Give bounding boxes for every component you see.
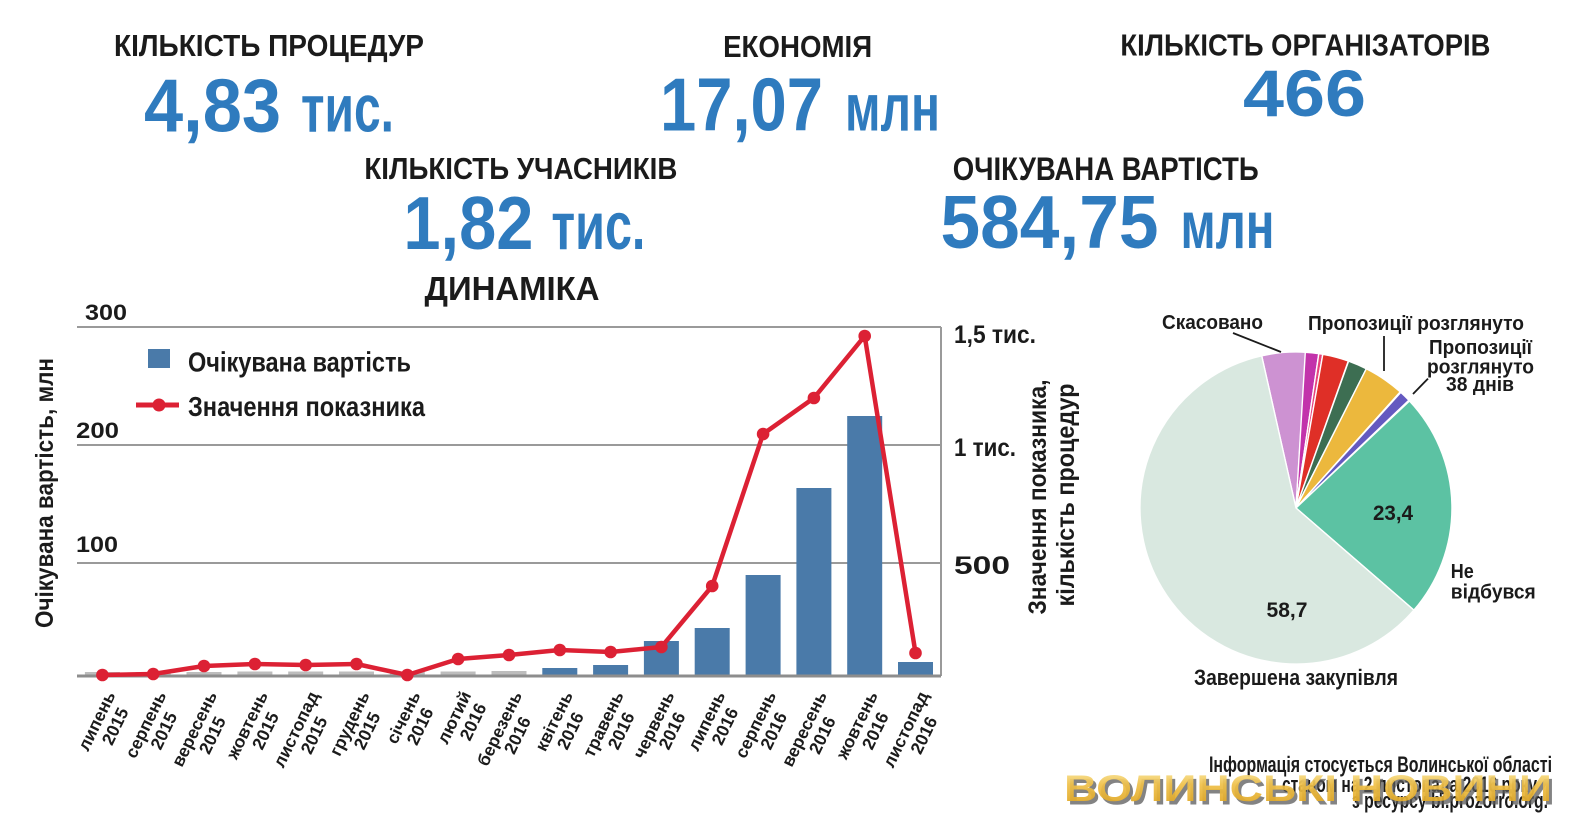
svg-text:584,75: 584,75: [941, 180, 1159, 264]
svg-text:1,82: 1,82: [403, 181, 533, 265]
svg-text:58,7: 58,7: [1267, 599, 1308, 622]
svg-text:КІЛЬКІСТЬ УЧАСНИКІВ: КІЛЬКІСТЬ УЧАСНИКІВ: [364, 151, 677, 186]
svg-text:станом на 2 листопада 2016 рок: станом на 2 листопада 2016 року: [1282, 772, 1538, 797]
svg-text:кількість процедур: кількість процедур: [1052, 384, 1080, 607]
svg-text:тис.: тис.: [301, 72, 394, 147]
svg-text:тис.: тис.: [551, 189, 645, 264]
svg-text:Скасовано: Скасовано: [1162, 312, 1263, 334]
svg-text:КІЛЬКІСТЬ ОРГАНІЗАТОРІВ: КІЛЬКІСТЬ ОРГАНІЗАТОРІВ: [1120, 28, 1490, 63]
svg-text:466: 466: [1243, 56, 1366, 130]
svg-text:млн: млн: [1181, 188, 1275, 263]
svg-text:1 тис.: 1 тис.: [954, 434, 1016, 462]
svg-text:200: 200: [76, 418, 119, 443]
svg-text:38 днів: 38 днів: [1446, 374, 1514, 396]
svg-text:4,83: 4,83: [144, 64, 281, 148]
svg-text:Пропозиції розглянуто: Пропозиції розглянуто: [1308, 313, 1524, 335]
svg-text:ВОЛИНСЬКІ НОВИНИ: ВОЛИНСЬКІ НОВИНИ: [1067, 772, 1555, 813]
svg-text:ДИНАМІКА: ДИНАМІКА: [425, 270, 600, 307]
svg-text:300: 300: [85, 300, 127, 325]
svg-text:ОЧІКУВАНА ВАРТІСТЬ: ОЧІКУВАНА ВАРТІСТЬ: [953, 151, 1259, 187]
svg-text:млн: млн: [845, 70, 940, 145]
svg-text:з ресурсу bi.prozorro.org.: з ресурсу bi.prozorro.org.: [1352, 788, 1548, 813]
svg-text:1,5 тис.: 1,5 тис.: [954, 321, 1036, 349]
svg-text:17,07: 17,07: [660, 62, 823, 146]
svg-text:Очікувана вартість, млн: Очікувана вартість, млн: [31, 358, 59, 628]
svg-text:Значення показника,: Значення показника,: [1024, 380, 1052, 615]
svg-text:розглянуто: розглянуто: [1427, 357, 1534, 379]
svg-text:ЕКОНОМІЯ: ЕКОНОМІЯ: [723, 29, 872, 64]
svg-text:Очікувана вартість: Очікувана вартість: [188, 347, 411, 378]
svg-text:23,4: 23,4: [1373, 502, 1413, 525]
svg-text:Інформація стосується Волинськ: Інформація стосується Волинської області: [1209, 752, 1552, 777]
svg-text:Пропозиції: Пропозиції: [1429, 337, 1532, 359]
svg-text:Завершена закупівля: Завершена закупівля: [1194, 665, 1398, 690]
svg-text:Не: Не: [1451, 561, 1474, 583]
svg-text:КІЛЬКІСТЬ ПРОЦЕДУР: КІЛЬКІСТЬ ПРОЦЕДУР: [114, 28, 424, 63]
svg-text:500: 500: [954, 552, 1010, 580]
svg-text:100: 100: [76, 532, 118, 557]
svg-text:Значення показника: Значення показника: [188, 391, 425, 422]
svg-text:відбувся: відбувся: [1451, 582, 1536, 604]
svg-text:ВОЛИНСЬКІ НОВИНИ: ВОЛИНСЬКІ НОВИНИ: [1064, 768, 1552, 809]
